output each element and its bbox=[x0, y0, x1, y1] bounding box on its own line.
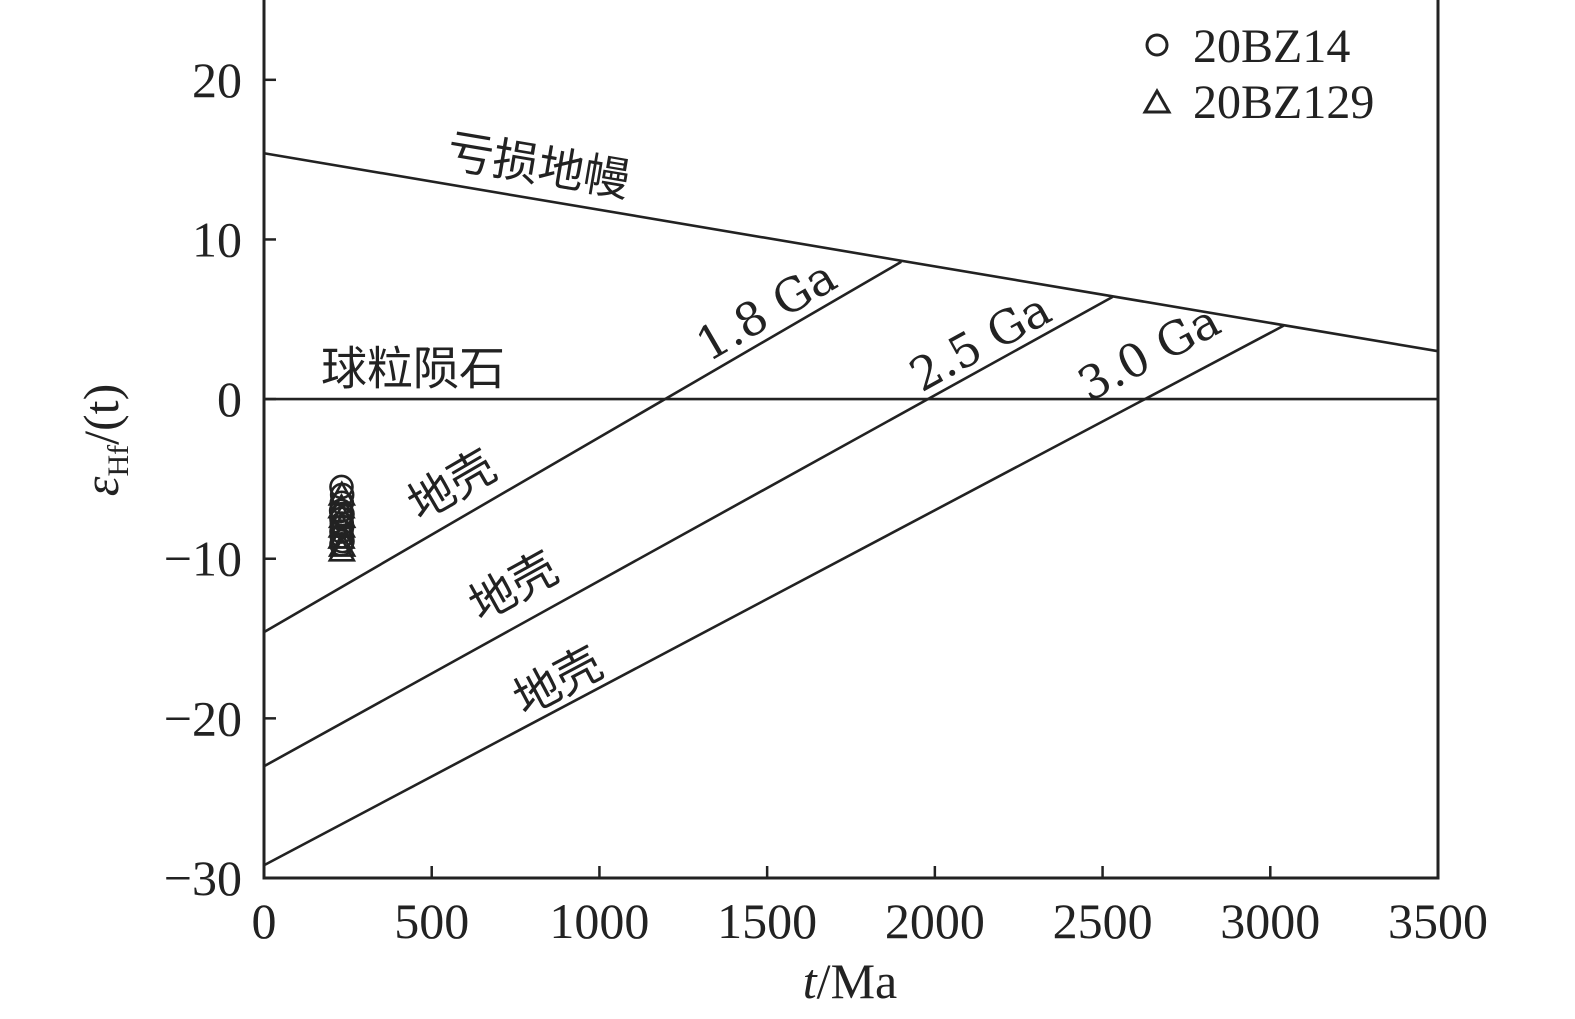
x-tick-label: 1000 bbox=[549, 893, 649, 949]
y-axis-epsilon: ε bbox=[73, 476, 129, 496]
y-tick-label: −10 bbox=[164, 531, 242, 587]
crust-label-1: 地壳 bbox=[398, 439, 505, 532]
data-point-triangle bbox=[327, 536, 357, 562]
x-axis-unit: /Ma bbox=[817, 953, 898, 1009]
data-points bbox=[327, 474, 357, 562]
y-axis-subscript: Hf bbox=[102, 445, 135, 477]
x-tick-label: 3000 bbox=[1220, 893, 1320, 949]
y-axis-title: εHf/(t) bbox=[73, 384, 135, 496]
legend-triangle-marker bbox=[1142, 87, 1172, 114]
y-tick-label: 0 bbox=[217, 371, 242, 427]
crust-label-3: 地壳 bbox=[505, 636, 612, 727]
x-axis-variable: t bbox=[803, 953, 818, 1009]
ga-1-8-label: 1.8 Ga bbox=[687, 249, 846, 372]
legend-label-20bz129: 20BZ129 bbox=[1193, 76, 1374, 129]
y-tick-label: −20 bbox=[164, 690, 242, 746]
evolution-line-4 bbox=[263, 324, 1285, 867]
legend: 20BZ14 20BZ129 bbox=[1142, 20, 1374, 129]
y-tick-label: 20 bbox=[192, 52, 242, 108]
ga-2-5-label: 2.5 Ga bbox=[901, 282, 1060, 403]
evolution-lines bbox=[263, 151, 1439, 867]
evolution-line-2 bbox=[263, 260, 902, 634]
x-tick-label: 500 bbox=[394, 893, 469, 949]
chondrite-label: 球粒陨石 bbox=[321, 342, 505, 396]
crust-label-2: 地壳 bbox=[460, 540, 567, 632]
y-axis-rest: /(t) bbox=[73, 384, 129, 445]
evolution-line-0 bbox=[263, 151, 1439, 353]
x-tick-label: 1500 bbox=[717, 893, 817, 949]
x-tick-label: 2500 bbox=[1053, 893, 1153, 949]
evolution-line-3 bbox=[263, 295, 1114, 768]
x-tick-label: 2000 bbox=[885, 893, 985, 949]
legend-label-20bz14: 20BZ14 bbox=[1193, 20, 1350, 73]
ga-3-0-label: 3.0 Ga bbox=[1069, 293, 1229, 412]
depleted-mantle-label: 亏损地幔 bbox=[443, 124, 633, 208]
axis-ticks: 0 500 1000 1500 2000 2500 3000 3500 −30 −20 −10 0 10… bbox=[164, 52, 1488, 949]
legend-circle-marker bbox=[1145, 33, 1169, 57]
plot-frame bbox=[262, 0, 1440, 880]
y-tick-label: 10 bbox=[192, 211, 242, 267]
x-axis-title: t/Ma bbox=[803, 953, 897, 1009]
data-point-triangle bbox=[327, 531, 357, 557]
x-tick-label: 0 bbox=[252, 893, 277, 949]
x-tick-label: 3500 bbox=[1388, 893, 1488, 949]
y-tick-label: −30 bbox=[164, 850, 242, 906]
data-point-triangle bbox=[327, 523, 356, 549]
